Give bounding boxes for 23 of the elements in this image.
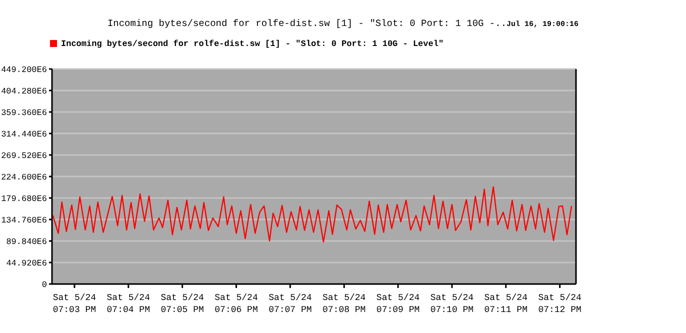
- y-tick-label: 134.760E6: [1, 216, 47, 226]
- x-tick-label: Sat 5/24 07:07 PM: [268, 293, 312, 315]
- y-tick-label: 449.200E6: [1, 65, 47, 76]
- x-tick-label: Sat 5/24 07:06 PM: [214, 293, 258, 315]
- y-tick-label: 314.440E6: [1, 130, 47, 140]
- x-tick-label: Sat 5/24 07:03 PM: [52, 293, 96, 315]
- x-tick-label: Sat 5/24 07:04 PM: [106, 293, 150, 315]
- x-tick-label: Sat 5/24 07:09 PM: [376, 293, 420, 315]
- y-tick-label: 269.520E6: [1, 151, 47, 162]
- y-tick-label: 179.680E6: [1, 194, 47, 204]
- y-tick-label: 359.360E6: [1, 108, 47, 118]
- y-tick-label: 224.600E6: [1, 172, 47, 183]
- y-tick-label: 44.920E6: [6, 258, 47, 269]
- y-tick-label: 404.280E6: [1, 86, 47, 97]
- chart-title: Incoming bytes/second for rolfe-dist.sw [1] - "Slot: 0 Port: 1 10G -..: [107, 18, 507, 29]
- x-tick-label: Sat 5/24 07:12 PM: [538, 293, 582, 315]
- x-tick-label: Sat 5/24 07:10 PM: [430, 293, 474, 315]
- x-tick-label: Sat 5/24 07:08 PM: [322, 293, 366, 315]
- y-tick-label: 0: [42, 280, 47, 290]
- legend-label: Incoming bytes/second for rolfe-dist.sw [1] - "Slot: 0 Port: 1 10G - Level": [61, 39, 444, 49]
- x-tick-label: Sat 5/24 07:05 PM: [160, 293, 204, 315]
- x-tick-label: Sat 5/24 07:11 PM: [484, 293, 528, 315]
- y-tick-label: 89.840E6: [6, 237, 47, 248]
